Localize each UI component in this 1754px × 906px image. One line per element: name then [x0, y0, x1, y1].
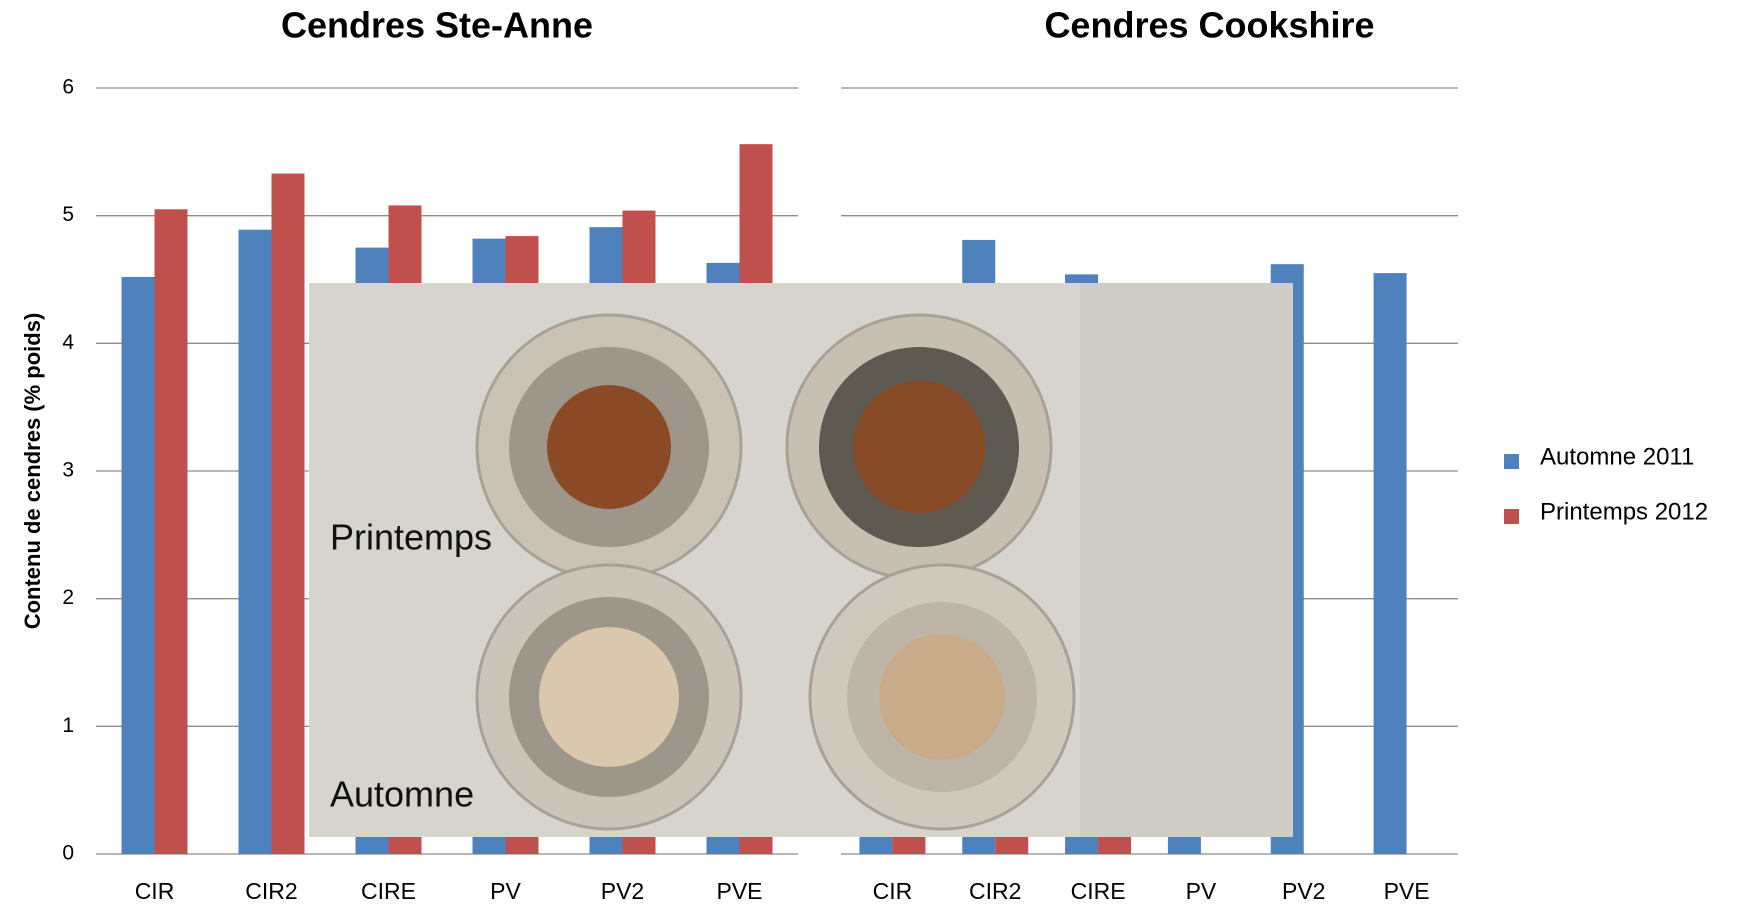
y-tick-label: 4 — [62, 331, 74, 354]
bar — [121, 276, 155, 854]
cup — [808, 563, 1076, 831]
x-tick-label: PV — [490, 878, 521, 904]
x-tick-label: CIR — [135, 878, 175, 904]
x-tick-label: CIR2 — [245, 878, 297, 904]
x-tick-label: CIRE — [1071, 878, 1126, 904]
cup — [475, 563, 743, 831]
legend-swatch — [1504, 509, 1519, 524]
chart-title: Cendres Cookshire — [1044, 5, 1374, 46]
x-tick-label: PVE — [1384, 878, 1430, 904]
cup — [475, 313, 743, 581]
x-tick-label: PV — [1186, 878, 1217, 904]
cup — [785, 313, 1053, 581]
bar — [1373, 273, 1407, 854]
y-tick-label: 0 — [62, 842, 74, 865]
y-tick-label: 5 — [62, 203, 74, 226]
x-tick-label: PV2 — [1282, 878, 1325, 904]
photo-label: Automne — [330, 774, 474, 815]
photo-label: Printemps — [330, 517, 492, 558]
y-axis-label: Contenu de cendres (% poids) — [20, 313, 45, 630]
inset-photo: Printemps Automne — [309, 283, 1293, 837]
legend-label: Printemps 2012 — [1540, 498, 1708, 525]
x-tick-label: PV2 — [601, 878, 644, 904]
legend-label: Automne 2011 — [1540, 443, 1694, 470]
y-tick-label: 1 — [62, 714, 74, 737]
bar — [271, 173, 305, 854]
chart-title: Cendres Ste-Anne — [281, 5, 593, 46]
x-tick-label: PVE — [716, 878, 762, 904]
photo-shadow — [1080, 283, 1293, 837]
y-tick-label: 2 — [62, 586, 74, 609]
legend-swatch — [1504, 454, 1519, 469]
y-tick-label: 3 — [62, 459, 74, 482]
x-tick-label: CIR — [873, 878, 913, 904]
bar — [238, 229, 272, 854]
x-tick-label: CIRE — [361, 878, 416, 904]
bar — [154, 209, 188, 855]
x-tick-label: CIR2 — [969, 878, 1021, 904]
y-tick-label: 6 — [62, 76, 74, 99]
